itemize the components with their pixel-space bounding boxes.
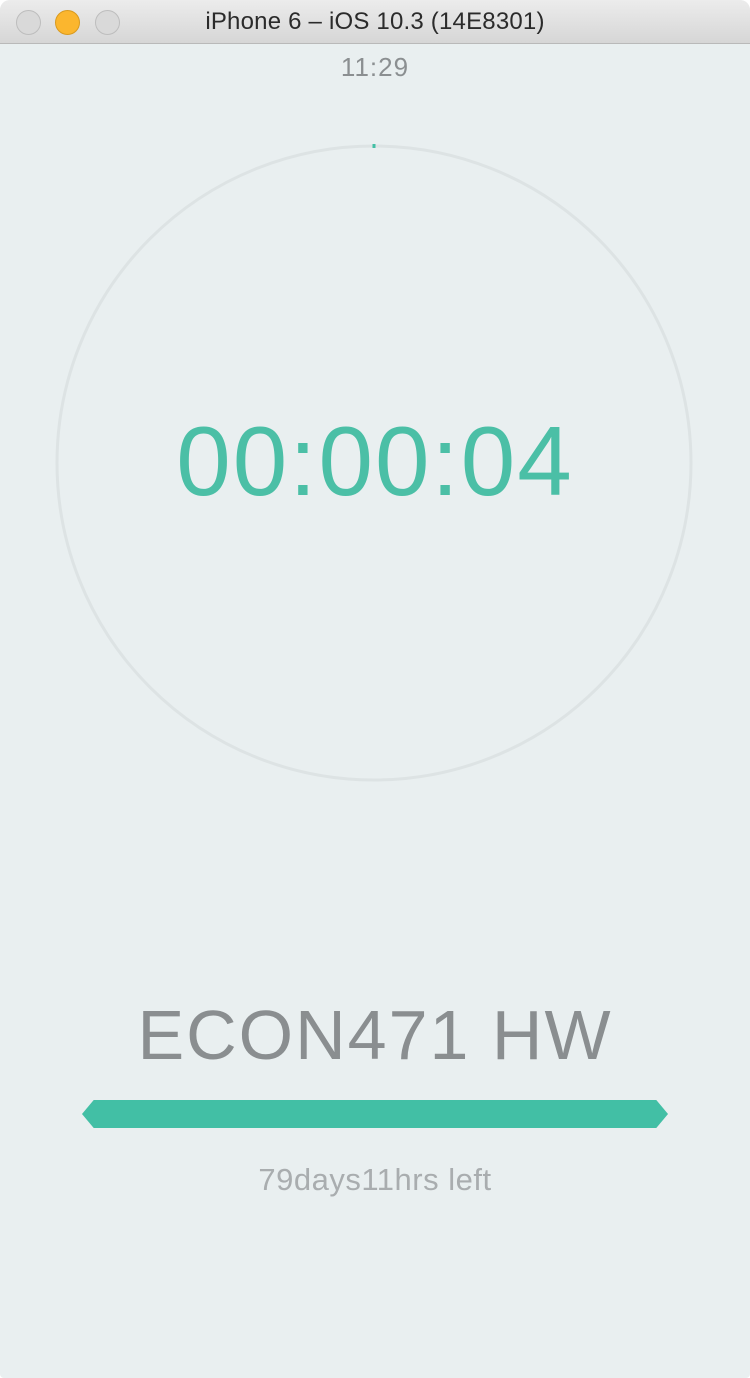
close-window-button[interactable] [16,10,41,35]
timer-ring-graphic [55,144,693,782]
window-title: iPhone 6 – iOS 10.3 (14E8301) [205,8,545,35]
timer-ring[interactable] [55,144,693,782]
time-remaining-label: 79days11hrs left [258,1162,492,1197]
minimize-window-button[interactable] [55,10,80,35]
elapsed-timer: 00:00:04 [176,406,574,516]
task-name: ECON471 HW [137,996,613,1074]
zoom-window-button[interactable] [95,10,120,35]
status-bar-time: 11:29 [340,52,410,82]
task-progress-bar [82,1100,668,1128]
task-progress-fill [82,1100,668,1128]
title-bar[interactable]: iPhone 6 – iOS 10.3 (14E8301) [0,0,750,44]
